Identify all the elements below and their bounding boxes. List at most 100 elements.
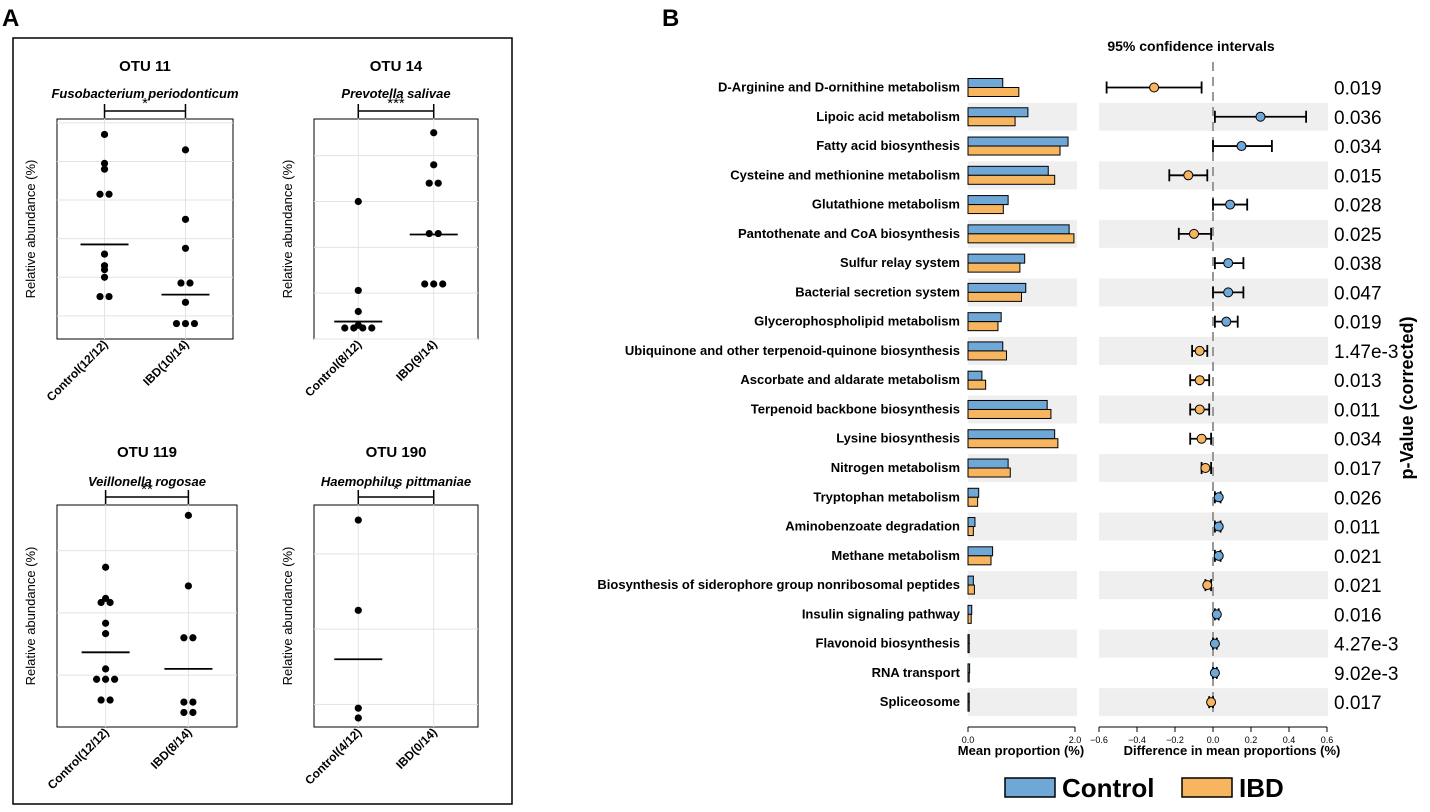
diff-point [1213, 550, 1224, 561]
data-point [341, 324, 349, 332]
diff-point [1255, 111, 1266, 122]
significance-stars: * [393, 481, 399, 498]
data-point [177, 279, 185, 287]
bar-ibd [967, 555, 992, 566]
bar-ibd [967, 467, 1011, 478]
data-point [189, 634, 197, 642]
bar-control [967, 195, 1009, 206]
diff-point [1194, 375, 1205, 386]
bar-ibd [967, 613, 972, 624]
data-point [354, 704, 362, 712]
diff-point [1209, 667, 1220, 678]
data-point [100, 273, 109, 281]
data-point [354, 197, 362, 206]
x-tick-label: Control(4/12) [302, 725, 364, 787]
diff-point [1202, 580, 1213, 591]
plot-area [56, 118, 234, 340]
pathway-label: Ascorbate and aldarate metabolism [740, 372, 960, 387]
pathway-label: Tryptophan metabolism [813, 489, 960, 504]
p-value: 0.011 [1334, 400, 1380, 421]
bar-control [967, 663, 971, 674]
bar-ibd [967, 262, 1021, 273]
bar-control [967, 429, 1056, 440]
x-tick-label: IBD(0/14) [393, 725, 440, 772]
pathway-label: Insulin signaling pathway [802, 606, 961, 621]
data-point [425, 179, 433, 187]
data-point [421, 280, 429, 288]
data-point [434, 229, 442, 238]
p-value: 0.034 [1334, 430, 1382, 451]
p-value: 0.017 [1334, 459, 1382, 480]
diff-point [1183, 170, 1194, 181]
pathway-label: Flavonoid biosynthesis [816, 636, 960, 651]
diff-x-tick-label: −0.6 [1090, 735, 1108, 745]
plot-area [56, 504, 238, 728]
ci-title: 95% confidence intervals [1107, 38, 1275, 54]
legend-ibd-swatch [1181, 777, 1233, 798]
p-value: 0.021 [1334, 547, 1382, 568]
pathway-label: Spliceosome [880, 694, 960, 709]
diff-axis-label: Difference in mean proportions (%) [1124, 743, 1341, 758]
data-point [190, 319, 199, 328]
diff-x-tick-label: 0.6 [1321, 735, 1334, 745]
otu-title: OTU 119 [117, 444, 177, 461]
bar-ibd [967, 672, 970, 683]
pvalue-axis-label: p-Value (corrected) [1397, 316, 1417, 479]
species-name: Prevotella salivae [341, 86, 450, 101]
data-point [172, 319, 181, 328]
diff-point [1213, 521, 1224, 532]
x-tick-label: Control(8/12) [302, 337, 364, 399]
data-point [180, 708, 188, 717]
bar-ibd [967, 145, 1061, 156]
otu-title: OTU 11 [119, 58, 171, 75]
diff-point [1213, 492, 1224, 503]
diff-point [1194, 345, 1205, 356]
plot-area [313, 118, 479, 340]
diff-point [1206, 697, 1217, 708]
diff-x-tick-label: 0.4 [1283, 735, 1296, 745]
bar-control [967, 692, 970, 703]
data-point [181, 319, 190, 328]
data-point [189, 698, 197, 706]
legend-ibd-label: IBD [1239, 773, 1284, 803]
p-value: 0.047 [1334, 283, 1382, 304]
p-value: 0.034 [1334, 137, 1382, 158]
y-axis-label: Relative abundance (%) [280, 547, 295, 686]
row-band-bars [968, 512, 1077, 541]
pathway-label: Terpenoid backbone biosynthesis [751, 401, 960, 416]
x-tick-label: Control(12/12) [45, 725, 112, 792]
bar-control [967, 78, 1004, 88]
diff-point [1223, 258, 1234, 269]
p-value: 0.019 [1334, 313, 1382, 334]
bar-ibd [967, 379, 987, 390]
species-name: Veillonella rogosae [88, 474, 206, 489]
bar-ibd [967, 174, 1056, 185]
p-value: 4.27e-3 [1334, 635, 1398, 656]
data-point [184, 582, 192, 590]
data-point [105, 190, 113, 198]
pathway-label: Cysteine and methionine metabolism [730, 167, 960, 182]
bar-ibd [967, 584, 975, 595]
pathway-label: Ubiquinone and other terpenoid-quinone b… [625, 343, 960, 358]
data-point [430, 129, 438, 137]
data-point [430, 161, 438, 169]
panel-b: B 95% confidence intervals Mean proporti… [597, 5, 1417, 803]
data-point [430, 280, 438, 288]
data-point [102, 630, 110, 638]
data-point [93, 675, 101, 683]
bar-x-tick-label: 0.0 [962, 735, 975, 745]
p-value: 9.02e-3 [1334, 664, 1398, 685]
pathway-label: Pantothenate and CoA biosynthesis [738, 226, 960, 241]
data-point [189, 708, 197, 717]
bar-ibd [967, 87, 1020, 97]
data-point [439, 280, 447, 288]
diff-point [1209, 638, 1220, 649]
bar-control [967, 136, 1069, 147]
data-point [354, 286, 362, 295]
row-band-bars [968, 688, 1077, 717]
species-name: Haemophilus pittmaniae [321, 474, 471, 489]
p-value: 0.025 [1334, 225, 1382, 246]
y-axis-label: Relative abundance (%) [23, 160, 38, 299]
p-value: 0.028 [1334, 196, 1382, 217]
diff-point [1196, 433, 1207, 444]
